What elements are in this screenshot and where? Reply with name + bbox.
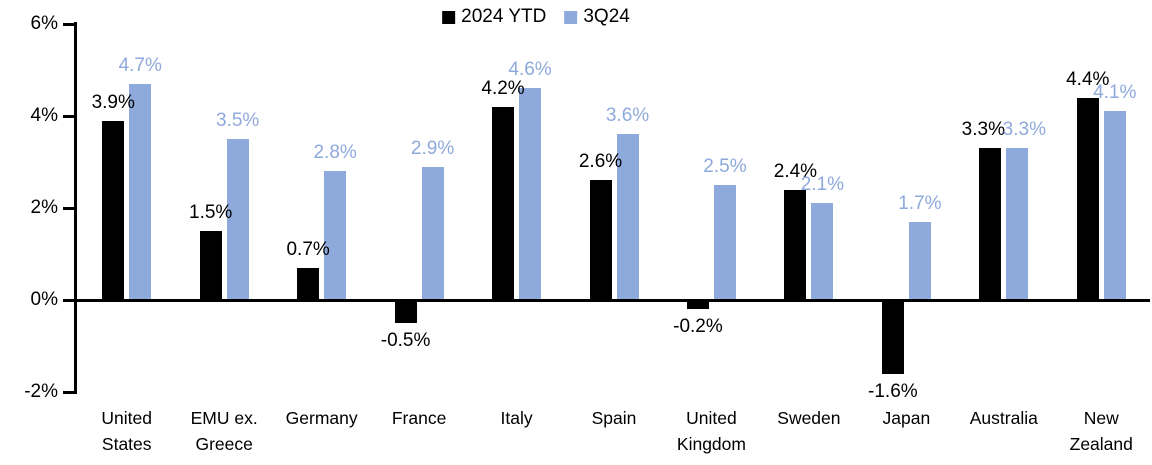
legend-swatch-icon: [442, 11, 456, 24]
bar-3q24-sweden: [811, 203, 834, 300]
bar-3q24-spain: [616, 134, 639, 300]
bar-3q24-australia: [1006, 148, 1029, 300]
x-axis-line: [74, 299, 1150, 302]
y-axis-tick-label: 2%: [30, 197, 58, 218]
data-label-2024-ytd-france: -0.5%: [380, 330, 431, 351]
data-label-3q24-germany: 2.8%: [313, 142, 357, 164]
category-label-line: States: [101, 434, 152, 454]
x-axis-category-label-australia: Australia: [955, 405, 1052, 431]
x-axis-category-label-emu-ex-greece: EMU ex. Greece: [175, 405, 272, 457]
legend-label: 2024 YTD: [461, 6, 547, 27]
bar-2024-ytd-australia: [979, 148, 1002, 300]
y-axis-tick-mark: [63, 391, 77, 394]
category-label-line: Kingdom: [676, 434, 746, 454]
data-label-2024-ytd-germany: 0.7%: [286, 238, 330, 260]
data-label-3q24-united-states: 4.7%: [118, 54, 162, 76]
x-axis-category-label-new-zealand: New Zealand: [1053, 405, 1150, 457]
y-axis-tick-label: -2%: [24, 381, 58, 402]
category-label-line: United: [101, 408, 153, 428]
bar-2024-ytd-spain: [589, 180, 612, 300]
data-label-2024-ytd-sweden: 2.4%: [773, 160, 818, 182]
category-label-line: Zealand: [1069, 434, 1133, 454]
bar-3q24-japan: [908, 221, 931, 300]
legend-item-3q24: 3Q24: [564, 6, 630, 28]
x-axis-category-label-united-states: United States: [78, 405, 175, 457]
x-axis-category-label-italy: Italy: [468, 405, 565, 431]
category-label-line: New: [1083, 408, 1119, 428]
bar-2024-ytd-france: [394, 300, 417, 323]
data-label-2024-ytd-australia: 3.3%: [961, 119, 1005, 141]
data-label-3q24-emu-ex-greece: 3.5%: [216, 110, 260, 131]
category-label-line: Spain: [591, 408, 637, 428]
x-axis-category-label-germany: Germany: [273, 405, 370, 431]
data-label-2024-ytd-japan: -1.6%: [868, 380, 918, 402]
data-label-3q24-sweden: 2.1%: [800, 174, 845, 196]
data-label-2024-ytd-italy: 4.2%: [481, 77, 525, 99]
data-label-3q24-japan: 1.7%: [898, 192, 942, 214]
data-label-2024-ytd-new-zealand: 4.4%: [1066, 68, 1110, 90]
x-axis-category-label-united-kingdom: United Kingdom: [663, 405, 760, 457]
chart-legend: 2024 YTD 3Q24: [442, 6, 630, 28]
y-axis-tick-mark: [63, 115, 77, 118]
bar-3q24-france: [421, 166, 444, 300]
y-axis-tick-label: 6%: [30, 13, 58, 34]
data-label-3q24-france: 2.9%: [410, 137, 455, 159]
y-axis-tick-mark: [63, 23, 77, 26]
category-label-line: France: [391, 408, 447, 428]
category-label-line: Greece: [195, 434, 253, 454]
category-label-line: Japan: [882, 408, 931, 428]
y-axis-tick-label: 4%: [30, 105, 58, 126]
category-label-line: United: [686, 408, 737, 428]
bar-3q24-united-kingdom: [713, 185, 736, 300]
bar-3q24-italy: [519, 88, 542, 300]
y-axis-tick-mark: [63, 299, 77, 302]
data-label-2024-ytd-emu-ex-greece: 1.5%: [189, 202, 233, 223]
data-label-2024-ytd-united-kingdom: -0.2%: [673, 316, 723, 338]
legend-item-2024-ytd: 2024 YTD: [442, 6, 546, 28]
bar-2024-ytd-united-states: [102, 120, 125, 300]
bar-2024-ytd-germany: [297, 267, 320, 300]
data-label-3q24-united-kingdom: 2.5%: [703, 156, 747, 177]
bar-2024-ytd-united-kingdom: [686, 300, 709, 310]
data-label-3q24-spain: 3.6%: [605, 105, 650, 127]
category-label-line: Italy: [500, 408, 533, 428]
category-label-line: Australia: [969, 408, 1038, 428]
bar-2024-ytd-japan: [881, 300, 904, 374]
bar-2024-ytd-sweden: [784, 189, 807, 300]
data-label-2024-ytd-united-states: 3.9%: [91, 91, 135, 113]
data-label-3q24-australia: 3.3%: [1002, 119, 1046, 141]
legend-swatch-icon: [564, 11, 578, 24]
y-axis-tick-label: 0%: [30, 289, 58, 310]
legend-label: 3Q24: [583, 6, 630, 27]
bar-3q24-new-zealand: [1103, 111, 1126, 300]
data-label-3q24-new-zealand: 4.1%: [1093, 82, 1137, 104]
x-axis-category-label-sweden: Sweden: [760, 405, 857, 431]
bar-3q24-germany: [324, 171, 347, 300]
x-axis-category-label-japan: Japan: [858, 405, 955, 431]
category-label-line: Germany: [285, 408, 358, 428]
category-label-line: EMU ex.: [190, 408, 258, 428]
bar-3q24-united-states: [129, 83, 152, 300]
data-label-3q24-italy: 4.6%: [508, 59, 552, 81]
y-axis-line: [74, 22, 77, 394]
data-label-2024-ytd-spain: 2.6%: [578, 151, 623, 173]
category-label-line: Sweden: [777, 408, 841, 428]
y-axis-tick-mark: [63, 207, 77, 210]
bar-3q24-emu-ex-greece: [226, 139, 249, 300]
x-axis-category-label-spain: Spain: [565, 405, 662, 431]
bar-2024-ytd-emu-ex-greece: [199, 231, 222, 300]
bar-2024-ytd-new-zealand: [1076, 97, 1099, 300]
x-axis-category-label-france: France: [370, 405, 467, 431]
bar-2024-ytd-italy: [492, 106, 515, 300]
